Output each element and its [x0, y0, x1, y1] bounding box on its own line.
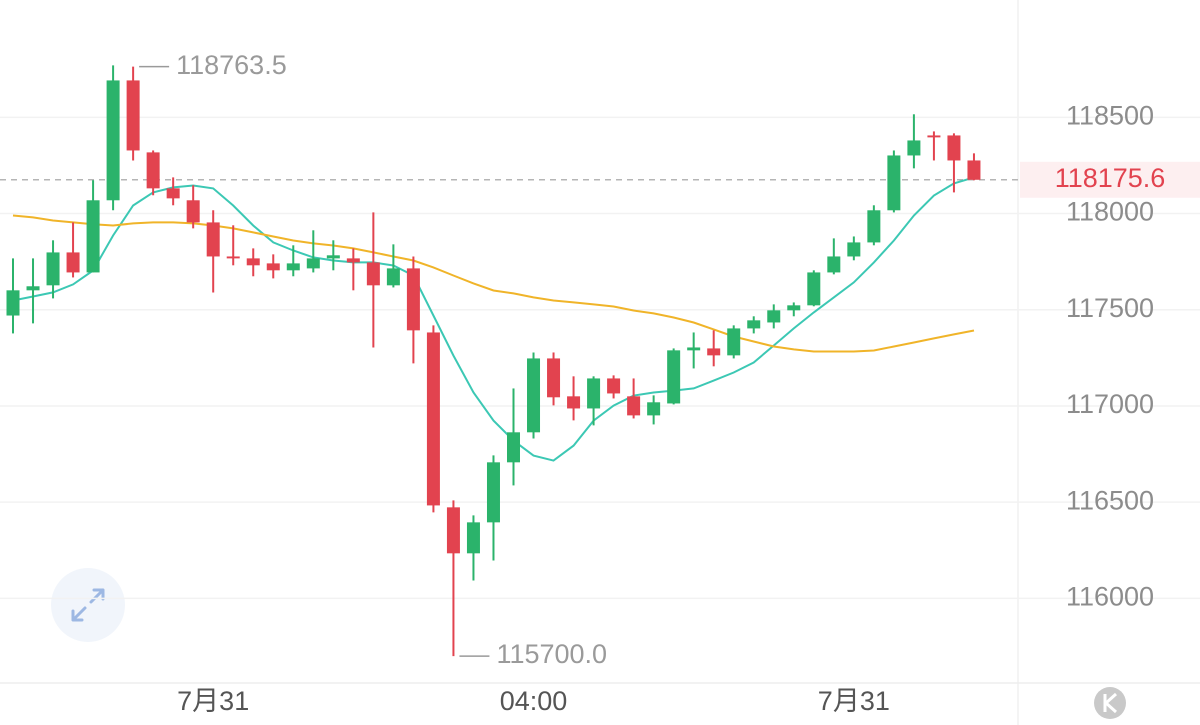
kline-button-bg[interactable] [1094, 687, 1126, 719]
x-tick-label: 7月31 [177, 686, 249, 716]
candle-body [547, 358, 561, 398]
candle-body [386, 268, 400, 286]
x-tick-label: 7月31 [818, 686, 890, 716]
candle-body [627, 396, 641, 416]
expand-button-bg[interactable] [51, 568, 125, 642]
kline-button[interactable] [1094, 687, 1126, 719]
candle-body [206, 222, 220, 257]
candle-body [887, 155, 901, 211]
candle-body [286, 263, 300, 271]
candle-body [827, 256, 841, 273]
candle-body [186, 200, 200, 223]
candle-body [426, 332, 440, 506]
candle-body [947, 135, 961, 161]
candle-body [166, 188, 180, 199]
y-tick-label: 118000 [1066, 197, 1154, 227]
candle-body [266, 263, 280, 271]
x-tick-label: 04:00 [500, 686, 568, 716]
last-price-label: 118175.6 [1055, 163, 1166, 193]
y-tick-label: 116500 [1066, 485, 1154, 515]
candle-body [507, 432, 520, 463]
candle-body [326, 255, 340, 259]
candle-body [767, 310, 781, 323]
candle-body [346, 258, 360, 263]
candle-body [867, 210, 881, 243]
candle-body [667, 350, 681, 404]
candle-body [847, 242, 861, 257]
candle-body [26, 286, 40, 291]
candle-body [146, 152, 160, 189]
y-tick-label: 118500 [1066, 100, 1154, 130]
candle-body [406, 268, 420, 331]
candle-body [747, 320, 761, 329]
candle-body [687, 347, 701, 351]
candle-body [587, 378, 601, 409]
candle-body [66, 252, 80, 273]
candle-body [527, 358, 541, 433]
annotation-label: 115700.0 [496, 639, 607, 669]
candle-body [727, 328, 741, 356]
candle-body [486, 462, 500, 523]
candle-body [86, 200, 100, 273]
candle-body [246, 258, 260, 266]
expand-icon[interactable] [71, 588, 105, 622]
candle-body [647, 402, 661, 416]
candle-body [366, 262, 380, 286]
candle-body [226, 256, 240, 259]
candle-body [6, 290, 20, 316]
y-tick-label: 116000 [1066, 581, 1154, 611]
moving-average-line [12, 214, 975, 353]
candle-body [46, 252, 60, 286]
candle-body [306, 258, 320, 269]
candle-body [927, 135, 941, 138]
candle-body [106, 80, 120, 201]
candle-body [567, 396, 581, 409]
candle-body [907, 140, 921, 156]
kline-icon[interactable] [1103, 692, 1118, 714]
last-price-tag [1020, 161, 1200, 198]
y-tick-label: 117500 [1066, 293, 1154, 323]
candle-body [607, 378, 621, 394]
annotation-label: 118763.5 [176, 50, 287, 80]
candle-body [707, 348, 721, 356]
candle-body [126, 80, 140, 151]
y-tick-label: 117000 [1066, 389, 1154, 419]
candle-body [446, 507, 460, 554]
candle-body [466, 522, 480, 554]
expand-button[interactable] [51, 568, 125, 642]
candle-body [787, 305, 801, 311]
candle-body [807, 272, 821, 306]
candle-body [967, 160, 981, 180]
